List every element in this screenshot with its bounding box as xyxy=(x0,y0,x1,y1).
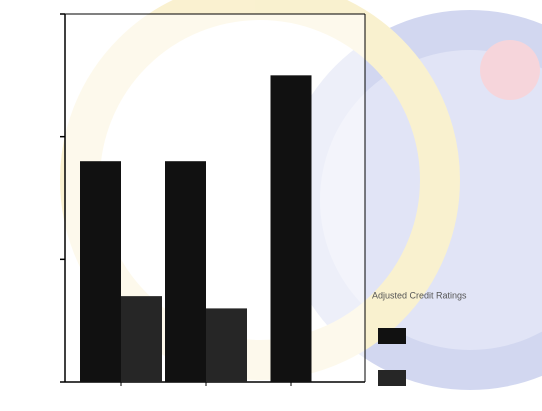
bar xyxy=(121,296,162,382)
chart: Adjusted Credit Ratings xyxy=(0,0,542,411)
bar xyxy=(80,161,121,382)
legend-swatch xyxy=(378,370,406,386)
bar xyxy=(271,75,312,382)
bar xyxy=(165,161,206,382)
bar xyxy=(206,308,247,382)
legend-swatch xyxy=(378,328,406,344)
page: Adjusted Credit Ratings (() => { const d… xyxy=(0,0,542,411)
legend-title: Adjusted Credit Ratings xyxy=(372,290,467,300)
